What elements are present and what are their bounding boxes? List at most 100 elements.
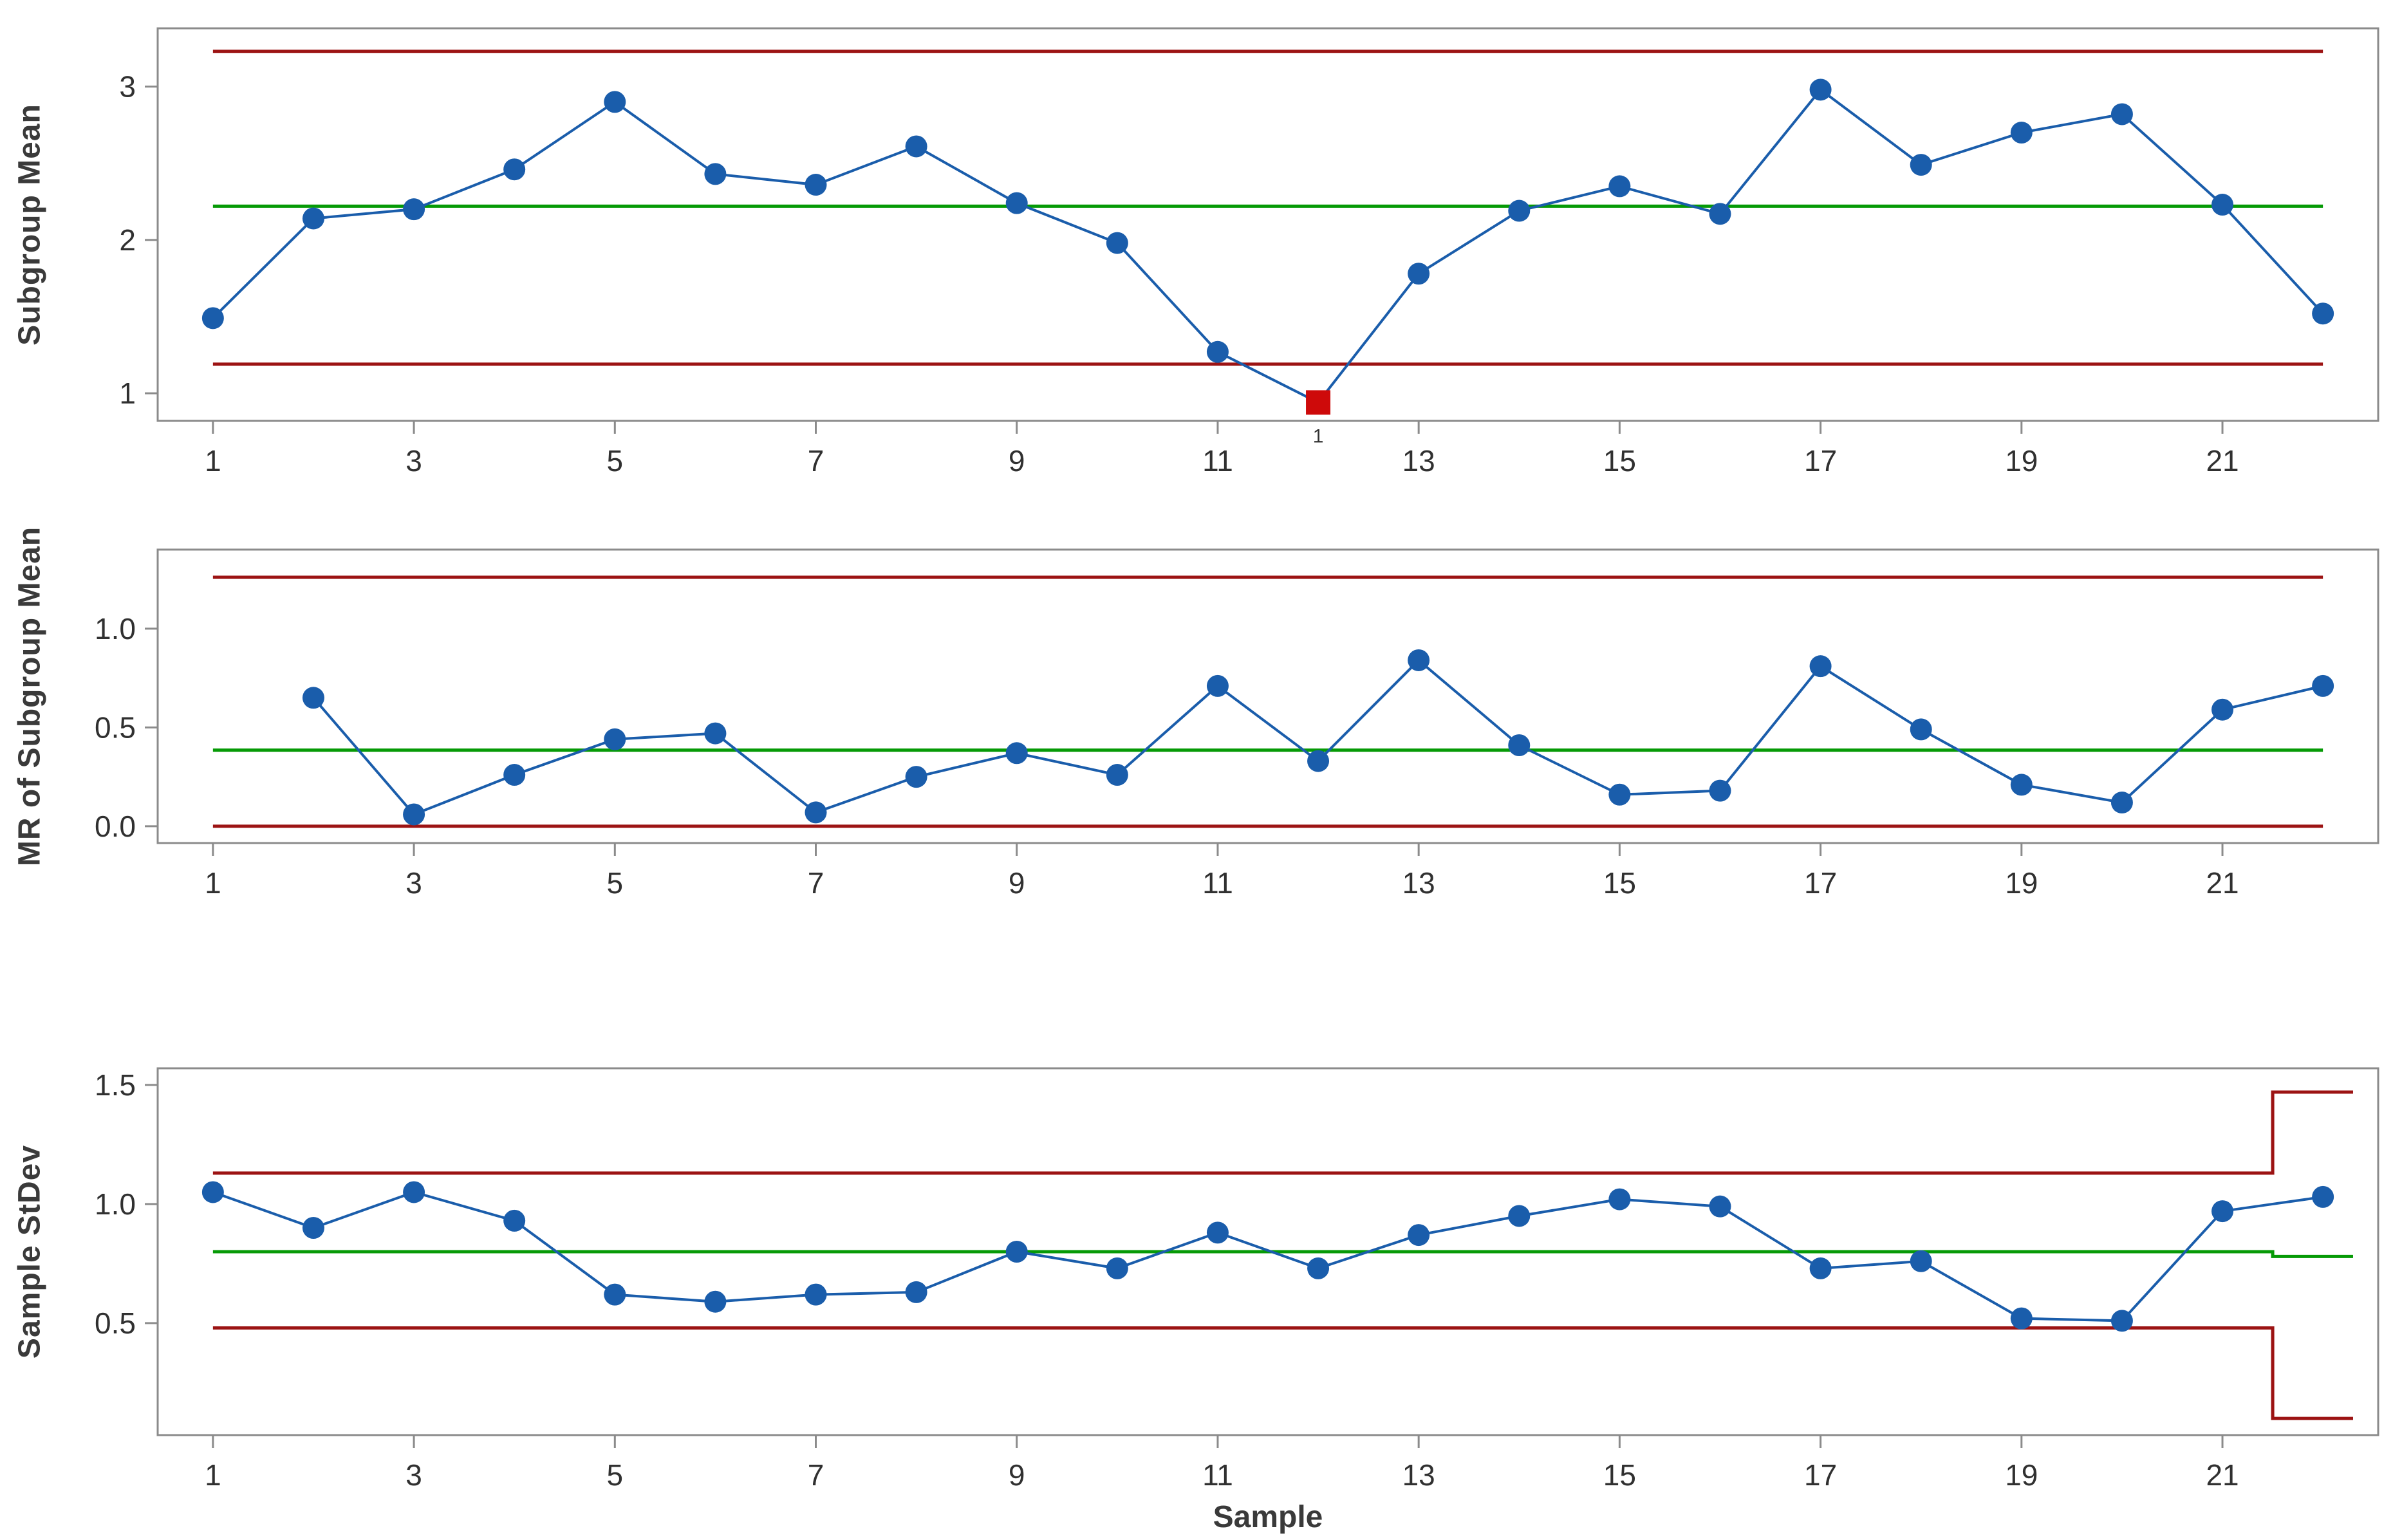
y-axis-label-sample-stdev[interactable]: Sample StDev [12,1144,47,1359]
data-point[interactable] [604,1283,626,1306]
data-point[interactable] [2010,1307,2033,1330]
y-tick-label: 1 [119,376,136,410]
data-point[interactable] [1608,175,1631,198]
x-tick-label: 7 [808,866,824,900]
x-tick-label: 9 [1009,866,1025,900]
data-point[interactable] [1307,1257,1330,1279]
data-point[interactable] [1005,192,1028,214]
center-line [212,1250,2353,1258]
data-point[interactable] [2110,103,2133,125]
data-point[interactable] [1206,340,1229,363]
x-tick-label: 1 [205,444,221,478]
y-axis-label-mr-of-subgroup-mean[interactable]: MR of Subgroup Mean [12,526,47,867]
data-point[interactable] [1709,779,1731,802]
data-point[interactable] [2211,194,2234,216]
x-axis-label[interactable]: Sample [1213,1500,1323,1534]
data-point[interactable] [1206,1221,1229,1244]
data-point[interactable] [2110,1310,2133,1332]
data-point[interactable] [2312,302,2334,325]
data-point[interactable] [2110,792,2133,814]
data-point[interactable] [805,174,827,196]
data-point[interactable] [1508,734,1531,756]
data-point[interactable] [1508,1205,1531,1227]
plot-frame [156,27,2379,422]
x-tick-label: 19 [2005,444,2038,478]
data-point[interactable] [1709,203,1731,225]
data-point[interactable] [1307,750,1330,772]
data-point[interactable] [2312,1185,2334,1208]
data-point[interactable] [403,198,425,221]
ucl-line [212,1090,2353,1175]
x-tick-label: 5 [606,1458,623,1492]
data-point[interactable] [403,803,425,826]
data-point[interactable] [302,1216,324,1239]
data-point[interactable] [704,163,727,185]
data-point[interactable] [704,1290,727,1313]
data-point[interactable] [1809,79,1832,101]
x-tick-label: 19 [2005,1458,2038,1492]
x-tick-label: 9 [1009,444,1025,478]
data-point[interactable] [302,687,324,709]
data-point[interactable] [1408,1224,1430,1247]
data-point[interactable] [1206,674,1229,697]
data-point[interactable] [1408,649,1430,671]
data-point[interactable] [905,766,927,788]
data-point-out-of-control[interactable] [1306,390,1331,415]
data-point[interactable] [2312,674,2334,697]
data-point[interactable] [604,91,626,113]
data-point[interactable] [2211,698,2234,721]
x-tick-label: 21 [2206,1458,2239,1492]
data-point[interactable] [905,1281,927,1303]
data-point[interactable] [1508,199,1531,222]
data-point[interactable] [1106,1257,1128,1279]
data-point[interactable] [1809,1257,1832,1279]
x-tick-label: 15 [1603,1458,1636,1492]
data-point[interactable] [1106,232,1128,254]
y-axis-label-subgroup-mean[interactable]: Subgroup Mean [12,104,47,346]
data-point[interactable] [1005,742,1028,765]
data-point[interactable] [503,764,526,786]
data-point[interactable] [2010,122,2033,144]
plot-frame [156,1067,2379,1436]
y-tick-label: 1.0 [95,612,136,645]
data-point[interactable] [302,207,324,230]
data-point[interactable] [1910,718,1932,741]
data-point[interactable] [1408,263,1430,285]
data-point[interactable] [201,1181,224,1203]
data-point[interactable] [503,1209,526,1232]
x-tick-label: 9 [1009,1458,1025,1492]
data-point[interactable] [1709,1195,1731,1218]
data-point[interactable] [1809,655,1832,678]
data-point[interactable] [1910,1250,1932,1272]
test-failure-label: 1 [1313,425,1324,447]
data-point[interactable] [403,1181,425,1203]
data-point[interactable] [905,135,927,158]
data-point[interactable] [1608,783,1631,806]
x-tick-label: 1 [205,1458,221,1492]
data-point[interactable] [1106,764,1128,786]
x-tick-label: 13 [1402,866,1435,900]
y-tick-label: 0.0 [95,810,136,843]
x-tick-label: 15 [1603,866,1636,900]
data-point[interactable] [2010,774,2033,796]
data-point[interactable] [1608,1188,1631,1211]
x-tick-label: 13 [1402,444,1435,478]
y-tick-label: 3 [119,70,136,104]
y-tick-label: 1.5 [95,1068,136,1102]
data-point[interactable] [604,728,626,750]
x-tick-label: 21 [2206,866,2239,900]
data-point[interactable] [2211,1200,2234,1223]
data-point[interactable] [1005,1241,1028,1263]
x-tick-label: 1 [205,866,221,900]
data-point[interactable] [503,158,526,181]
data-point[interactable] [704,722,727,745]
data-point[interactable] [1910,154,1932,176]
data-point[interactable] [201,307,224,329]
data-point[interactable] [805,801,827,824]
x-tick-label: 7 [808,1458,824,1492]
x-tick-label: 3 [405,444,422,478]
y-tick-label: 0.5 [95,1306,136,1340]
data-point[interactable] [805,1283,827,1306]
y-tick-label: 2 [119,223,136,257]
